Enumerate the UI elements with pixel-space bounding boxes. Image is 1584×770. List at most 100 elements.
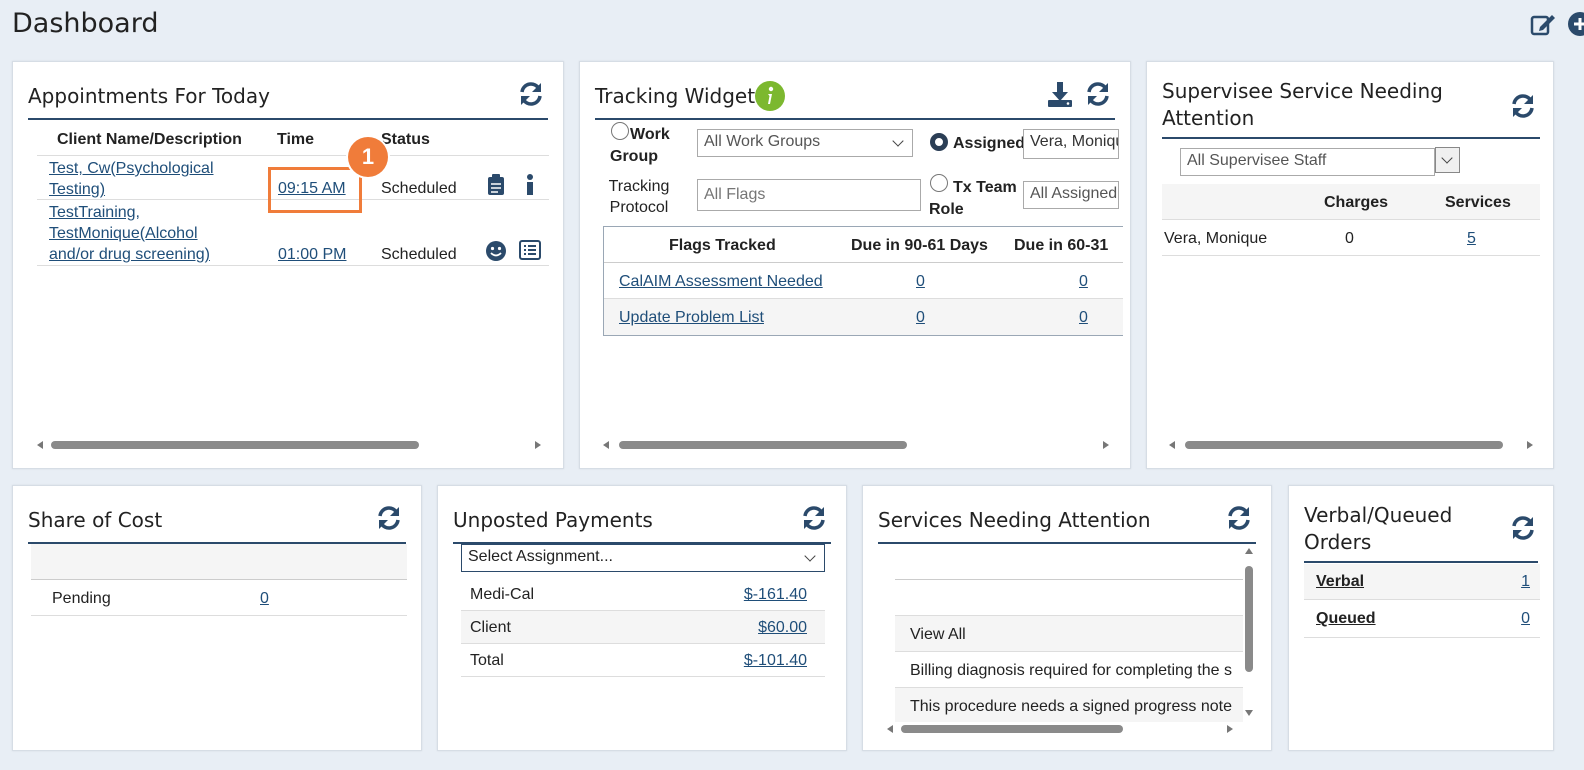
flag-link[interactable]: Update Problem List (619, 309, 764, 326)
scroll-right-arrow[interactable] (535, 441, 541, 449)
work-group-select[interactable]: All Work Groups (697, 129, 913, 157)
charges-value: 0 (1345, 230, 1354, 247)
widget-title-line: Orders (1304, 530, 1372, 554)
queued-orders-link[interactable]: Queued (1316, 610, 1376, 627)
appointment-time-link[interactable]: 01:00 PM (278, 246, 347, 263)
scroll-thumb[interactable] (619, 441, 907, 449)
tx-team-role-value: All Assigned (1030, 185, 1118, 202)
share-value-link[interactable]: 0 (260, 590, 269, 607)
page-actions (1530, 10, 1584, 38)
appointments-widget: Appointments For Today Client Name/Descr… (12, 61, 564, 469)
list-icon[interactable] (519, 240, 541, 265)
services-link[interactable]: 5 (1467, 230, 1476, 247)
due-90-link[interactable]: 0 (916, 309, 925, 326)
services-attention-widget: Services Needing Attention View All Bill… (862, 485, 1272, 751)
verbal-count-link[interactable]: 1 (1521, 573, 1530, 590)
horizontal-scrollbar[interactable] (603, 438, 1109, 452)
payment-amount-link[interactable]: $60.00 (758, 619, 807, 636)
assigned-staff-field[interactable]: Vera, Moniqu (1023, 129, 1119, 159)
scroll-right-arrow[interactable] (1527, 441, 1533, 449)
due-60-link[interactable]: 0 (1079, 273, 1088, 290)
horizontal-scrollbar[interactable] (37, 438, 541, 452)
appointment-status: Scheduled (381, 180, 457, 197)
widget-title-line: Supervisee Service Needing (1162, 79, 1443, 103)
tracking-protocol-input[interactable] (697, 179, 921, 211)
scroll-thumb[interactable] (1245, 566, 1253, 672)
scroll-thumb[interactable] (1185, 441, 1503, 449)
table-row: Client $60.00 (461, 611, 825, 644)
chevron-down-icon (892, 135, 904, 147)
scroll-left-arrow[interactable] (603, 441, 609, 449)
view-all-row[interactable]: View All (895, 616, 1243, 652)
appointment-status: Scheduled (381, 246, 457, 263)
widget-title-line: Verbal/Queued (1304, 503, 1453, 527)
column-header-services: Services (1445, 194, 1511, 211)
payment-amount-link[interactable]: $-101.40 (743, 652, 807, 669)
client-line: TestTraining, (49, 204, 140, 221)
refresh-icon[interactable] (800, 504, 828, 532)
work-group-radio[interactable] (611, 122, 629, 140)
refresh-icon[interactable] (1084, 80, 1112, 108)
unposted-payments-widget: Unposted Payments Select Assignment... M… (437, 485, 847, 751)
widget-title: Share of Cost (28, 508, 163, 532)
refresh-icon[interactable] (517, 80, 545, 108)
assignment-select[interactable]: Select Assignment... (461, 544, 825, 572)
info-icon[interactable] (525, 174, 535, 201)
services-list: View All Billing diagnosis required for … (895, 544, 1243, 722)
list-item[interactable]: Billing diagnosis required for completin… (895, 652, 1243, 688)
vertical-scrollbar[interactable] (1243, 548, 1255, 716)
list-spacer (895, 580, 1243, 616)
download-icon[interactable] (1046, 80, 1074, 113)
scroll-thumb[interactable] (51, 441, 419, 449)
chevron-down-icon (804, 550, 816, 562)
client-link[interactable]: Test, Cw(Psychological Testing) (49, 158, 214, 200)
scroll-right-arrow[interactable] (1103, 441, 1109, 449)
queued-count-link[interactable]: 0 (1521, 610, 1530, 627)
table-row: Test, Cw(Psychological Testing) 09:15 AM… (37, 156, 549, 200)
view-all-link[interactable]: View All (910, 626, 966, 643)
refresh-icon[interactable] (1225, 504, 1253, 532)
title-underline (878, 542, 1256, 544)
refresh-icon[interactable] (1509, 514, 1537, 542)
client-line: Testing) (49, 181, 106, 198)
clipboard-icon[interactable] (487, 174, 505, 201)
table-header: Flags Tracked Due in 90-61 Days Due in 6… (604, 227, 1123, 263)
due-60-link[interactable]: 0 (1079, 309, 1088, 326)
unposted-table: Medi-Cal $-161.40 Client $60.00 Total $-… (461, 578, 825, 677)
dropdown-button[interactable] (1435, 147, 1460, 173)
scroll-up-arrow[interactable] (1245, 548, 1253, 554)
widget-title: Supervisee Service Needing Attention (1162, 78, 1443, 132)
refresh-icon[interactable] (1509, 92, 1537, 120)
callout-badge: 1 (348, 137, 388, 177)
client-link[interactable]: TestTraining, TestMonique(Alcohol and/or… (49, 202, 210, 265)
tx-team-role-radio[interactable] (930, 174, 948, 192)
column-header-due-60: Due in 60-31 (1014, 237, 1109, 254)
flag-link[interactable]: CalAIM Assessment Needed (619, 273, 823, 290)
refresh-icon[interactable] (375, 504, 403, 532)
due-90-link[interactable]: 0 (916, 273, 925, 290)
smiley-icon[interactable] (485, 240, 507, 267)
edit-icon[interactable] (1530, 11, 1556, 37)
widget-title: Unposted Payments (453, 508, 653, 532)
assigned-radio[interactable] (930, 133, 948, 151)
supervisee-staff-select[interactable]: All Supervisee Staff (1180, 148, 1435, 176)
scroll-left-arrow[interactable] (1169, 441, 1175, 449)
appointment-time-link[interactable]: 09:15 AM (278, 180, 346, 197)
widget-title-line: Attention (1162, 106, 1255, 130)
list-item[interactable]: This procedure needs a signed progress n… (895, 688, 1243, 722)
scroll-thumb[interactable] (901, 725, 1123, 733)
scroll-left-arrow[interactable] (37, 441, 43, 449)
scroll-right-arrow[interactable] (1227, 725, 1233, 733)
scroll-left-arrow[interactable] (887, 725, 893, 733)
horizontal-scrollbar[interactable] (887, 722, 1233, 736)
title-underline (1162, 137, 1540, 139)
add-widget-icon[interactable] (1566, 10, 1584, 38)
payment-amount-link[interactable]: $-161.40 (743, 586, 807, 603)
info-circle-icon[interactable] (754, 80, 786, 117)
title-underline (453, 542, 831, 544)
horizontal-scrollbar[interactable] (1169, 438, 1533, 452)
verbal-orders-link[interactable]: Verbal (1316, 573, 1365, 590)
scroll-down-arrow[interactable] (1245, 710, 1253, 716)
tx-team-role-select[interactable]: All Assigned (1023, 181, 1119, 209)
payment-label: Total (470, 652, 504, 669)
